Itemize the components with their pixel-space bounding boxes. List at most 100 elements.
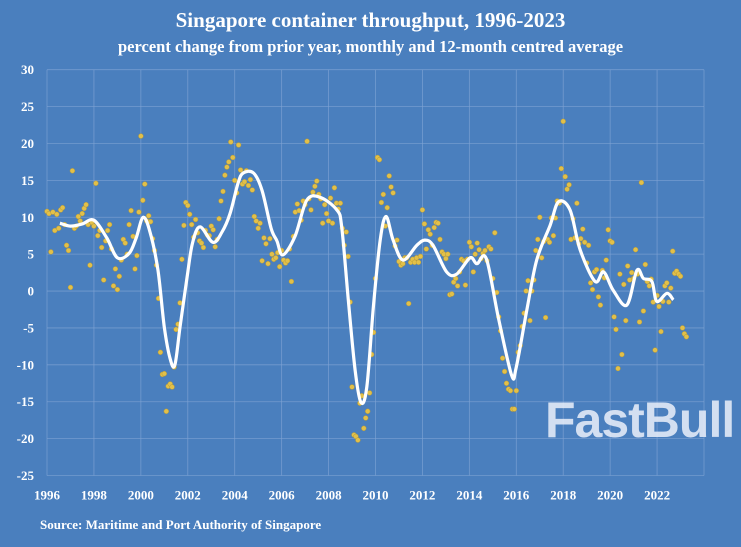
data-point — [617, 271, 623, 277]
data-point — [546, 239, 553, 245]
y-tick-label: 20 — [21, 136, 34, 151]
data-point — [566, 182, 572, 188]
data-point — [533, 247, 539, 254]
data-point — [542, 314, 549, 321]
data-point — [511, 406, 517, 412]
data-point — [189, 221, 195, 228]
data-point — [75, 213, 81, 220]
data-point — [255, 225, 261, 231]
data-point — [181, 222, 187, 229]
data-point — [232, 177, 238, 184]
data-point — [136, 209, 142, 215]
data-point — [226, 159, 232, 165]
data-point — [198, 240, 205, 246]
data-point — [114, 286, 121, 293]
y-tick-label: 30 — [21, 62, 34, 77]
data-point — [365, 408, 371, 414]
data-point — [580, 226, 586, 232]
data-point — [142, 181, 148, 187]
data-point — [499, 355, 506, 361]
data-point — [390, 190, 396, 196]
data-point — [595, 294, 602, 300]
data-point — [658, 328, 664, 335]
data-point — [345, 253, 351, 260]
data-point — [503, 380, 510, 386]
data-point — [253, 218, 259, 224]
data-point — [349, 384, 355, 390]
data-point — [320, 220, 326, 226]
data-point — [322, 202, 328, 208]
data-point — [216, 216, 222, 222]
data-point — [476, 247, 482, 253]
data-point — [163, 408, 169, 414]
data-point — [527, 317, 533, 324]
x-tick-label: 2018 — [550, 488, 577, 503]
data-point — [343, 229, 349, 235]
data-point — [65, 247, 72, 254]
x-tick-label: 2010 — [363, 488, 389, 503]
data-point — [664, 280, 670, 286]
data-point — [122, 240, 128, 246]
data-point — [642, 261, 648, 268]
data-point — [228, 139, 234, 145]
data-point — [587, 280, 594, 286]
data-point — [597, 302, 604, 308]
data-point — [668, 285, 674, 291]
data-point — [619, 351, 625, 358]
data-point — [615, 365, 621, 372]
data-point — [501, 368, 508, 375]
data-point — [173, 326, 179, 333]
x-tick-label: 2000 — [128, 488, 154, 503]
data-point — [646, 283, 652, 289]
data-point — [437, 236, 443, 243]
data-point — [48, 249, 54, 255]
data-point — [474, 240, 480, 246]
data-point — [366, 390, 373, 396]
data-point — [537, 214, 543, 220]
data-point — [54, 211, 60, 217]
data-point — [564, 186, 570, 192]
data-point — [613, 326, 619, 333]
data-point — [331, 185, 338, 191]
data-point — [507, 388, 514, 394]
data-point — [386, 173, 392, 179]
data-point — [666, 299, 672, 305]
data-point — [220, 188, 226, 195]
data-point — [308, 207, 314, 213]
data-point — [67, 284, 74, 291]
data-point — [99, 244, 105, 251]
data-point — [140, 197, 146, 203]
data-point — [112, 266, 119, 272]
y-tick-label: -15 — [17, 394, 35, 409]
data-point — [656, 303, 662, 310]
data-point — [513, 388, 519, 394]
data-point — [419, 207, 426, 213]
x-tick-label: 1998 — [81, 488, 108, 503]
data-point — [83, 202, 89, 208]
data-point — [472, 251, 478, 257]
x-tick-label: 2022 — [644, 488, 670, 503]
data-point — [87, 262, 93, 268]
y-axis-ticks: 30 25 20 15 10 5 0 -5 -10 -15 -20 -25 — [17, 62, 35, 483]
data-point — [629, 269, 635, 276]
data-point — [273, 255, 279, 261]
data-point — [312, 183, 318, 189]
data-point — [132, 266, 138, 272]
data-point — [251, 213, 257, 220]
x-tick-label: 2004 — [222, 488, 249, 503]
source-note: Source: Maritime and Port Authority of S… — [40, 517, 322, 532]
data-point — [574, 200, 580, 206]
data-point — [241, 179, 248, 185]
data-point — [488, 246, 494, 252]
data-point — [470, 269, 476, 275]
data-point — [562, 174, 568, 180]
data-point — [582, 239, 588, 245]
y-tick-label: 15 — [21, 173, 35, 188]
data-point — [95, 233, 101, 239]
data-point — [63, 242, 70, 248]
data-point — [611, 314, 617, 320]
data-point — [237, 167, 244, 173]
data-point — [417, 253, 424, 260]
data-point — [585, 242, 592, 248]
y-tick-label: -20 — [17, 431, 34, 446]
